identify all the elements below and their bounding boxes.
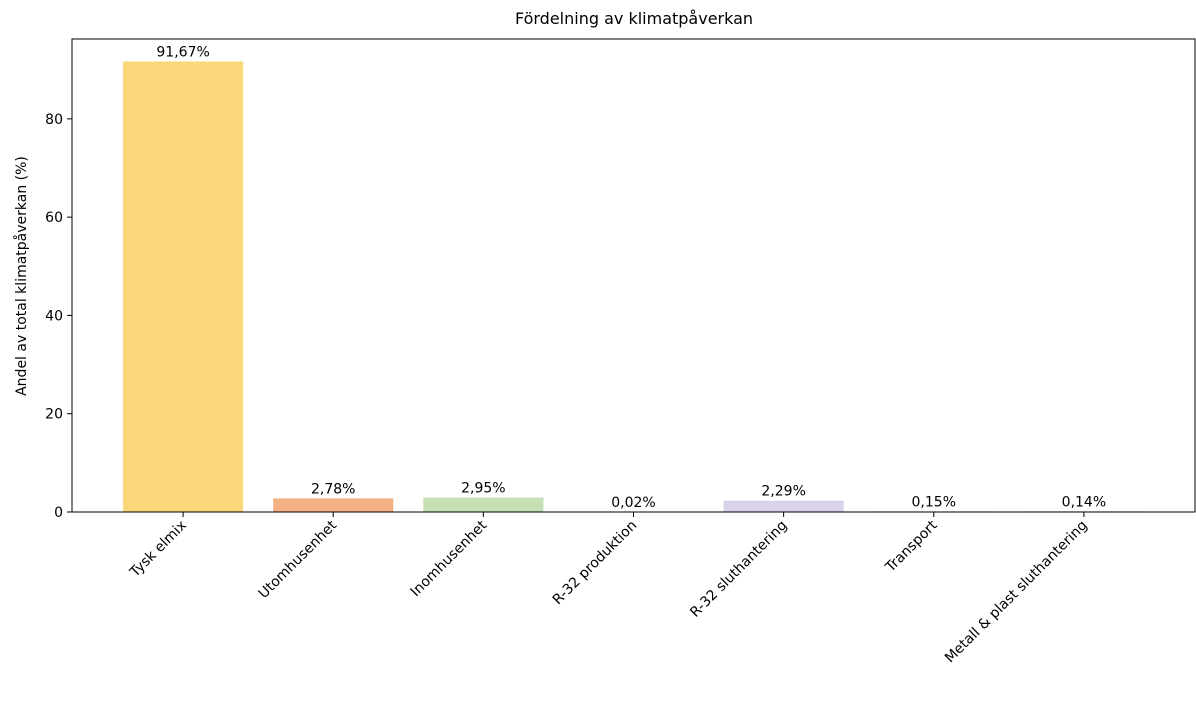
y-tick-label: 20	[45, 407, 63, 423]
value-label: 2,95%	[461, 481, 505, 497]
value-label: 0,15%	[912, 494, 956, 510]
y-axis-label: Andel av total klimatpåverkan (%)	[13, 156, 30, 396]
value-label: 2,78%	[311, 481, 355, 497]
x-tick-label: Inomhusenhet	[408, 517, 491, 600]
y-tick-label: 80	[45, 112, 63, 128]
value-label: 0,02%	[611, 495, 655, 511]
x-tick-label: Tysk elmix	[126, 518, 190, 582]
bar	[123, 61, 244, 513]
bar	[723, 500, 844, 512]
chart-title: Fördelning av klimatpåverkan	[515, 9, 753, 28]
x-tick-label: R-32 sluthantering	[687, 518, 790, 621]
y-tick-label: 40	[45, 308, 63, 324]
x-tick-label: Metall & plast sluthantering	[942, 518, 1091, 667]
value-label: 0,14%	[1062, 494, 1106, 510]
x-tick-label: R-32 produktion	[550, 518, 641, 609]
bar	[423, 497, 544, 512]
value-label: 91,67%	[156, 45, 209, 61]
y-tick-label: 0	[54, 505, 63, 521]
bar	[273, 498, 394, 512]
y-tick-label: 60	[45, 210, 63, 226]
plot-frame	[71, 38, 1196, 513]
x-tick-label: Utomhusenhet	[256, 517, 341, 602]
x-tick-label: Transport	[882, 517, 941, 576]
value-label: 2,29%	[761, 484, 805, 500]
